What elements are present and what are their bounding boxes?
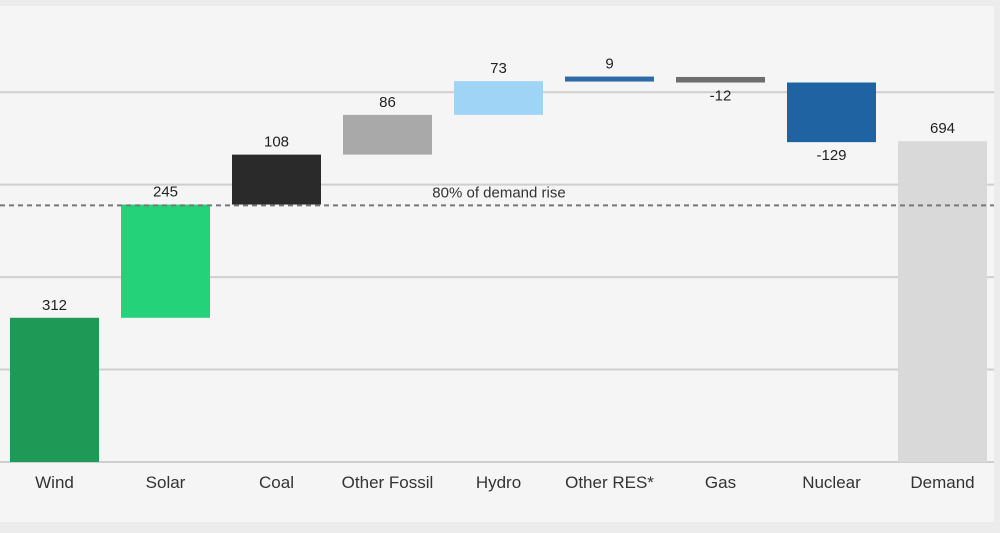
bar-hydro	[454, 81, 543, 115]
bar-other-res	[565, 76, 654, 82]
reference-line-label: 80% of demand rise	[432, 184, 565, 201]
category-label-other-res: Other RES*	[565, 473, 654, 492]
value-label-solar: 245	[153, 184, 178, 201]
reference-line-group: 80% of demand rise	[0, 184, 994, 207]
category-label-hydro: Hydro	[476, 473, 521, 492]
value-label-other-fossil: 86	[379, 94, 396, 111]
bar-wind	[10, 317, 99, 462]
value-label-coal: 108	[264, 134, 289, 151]
bar-gas	[676, 76, 765, 83]
value-label-gas: -12	[710, 88, 732, 105]
value-label-wind: 312	[42, 297, 67, 314]
bar-nuclear	[787, 82, 876, 143]
bar-demand	[898, 141, 987, 462]
category-label-nuclear: Nuclear	[802, 473, 861, 492]
category-label-wind: Wind	[35, 473, 74, 492]
bar-coal	[232, 154, 321, 205]
category-label-other-fossil: Other Fossil	[342, 473, 434, 492]
bar-solar	[121, 204, 210, 318]
bar-other-fossil	[343, 114, 432, 155]
category-labels: Wind Solar Coal Other Fossil Hydro Other RES*…	[35, 473, 975, 492]
value-labels: 312 245 108 86 73 9 -12 -129 694	[42, 56, 955, 314]
category-label-gas: Gas	[705, 473, 736, 492]
value-label-nuclear: -129	[816, 147, 846, 164]
value-label-hydro: 73	[490, 60, 507, 77]
value-label-other-res: 9	[605, 56, 613, 73]
category-label-solar: Solar	[146, 473, 186, 492]
bars	[10, 76, 987, 462]
value-label-demand: 694	[930, 120, 955, 137]
category-label-coal: Coal	[259, 473, 294, 492]
category-label-demand: Demand	[910, 473, 974, 492]
